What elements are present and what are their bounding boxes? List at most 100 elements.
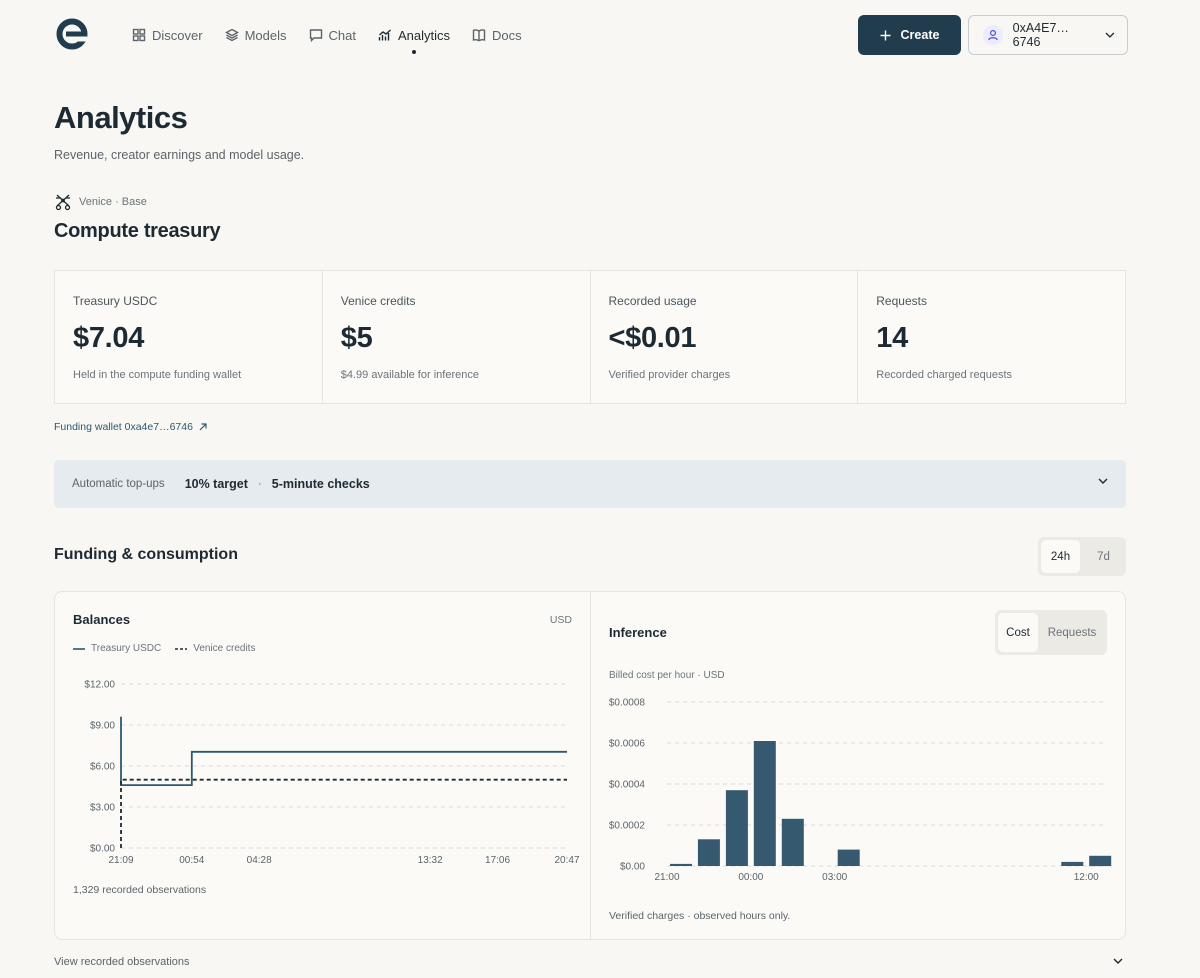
topups-checks: 5-minute checks [271,477,370,491]
create-label: Create [900,28,940,42]
inference-note: Verified charges · observed hours only. [609,910,791,922]
funding-wallet-link[interactable]: Funding wallet 0xa4e7…6746 [54,421,207,433]
y-tick-label: $3.00 [90,803,115,814]
toggle-requests[interactable]: Requests [1047,626,1097,639]
inference-subtitle: Billed cost per hour · USD [609,670,725,681]
chat-icon [309,29,322,42]
topups-separator: · [257,478,262,490]
top-bar: Discover Models Chat Analytics Docs Crea… [0,0,1200,70]
y-tick-label: $0.0004 [609,780,646,791]
stat-note: $4.99 available for inference [340,369,479,381]
y-tick-label: $0.0008 [609,698,646,709]
range-7d[interactable]: 7d [1097,550,1110,563]
stat-cards: Treasury USDC $7.04 Held in the compute … [54,270,1126,404]
wallet-button[interactable]: 0xA4E7…6746 [968,15,1128,55]
nav-label: Analytics [397,27,450,43]
nav-analytics[interactable]: Analytics [378,24,450,54]
inference-title: Inference [609,625,667,640]
nav-label: Discover [152,27,203,43]
stat-value: $7.04 [73,322,145,354]
inference-chart: $0.00 $0.0002 $0.0004 $0.0006 $0.0008 21:00 00… [609,698,1112,883]
stat-label: Requests [876,294,927,308]
range-24h[interactable]: 24h [1041,540,1080,573]
bar [697,839,720,866]
provider-label: Venice · Base [54,193,147,211]
grid-icon [132,28,146,42]
x-tick-label: 04:28 [247,855,272,864]
stat-card-usage: Recorded usage <$0.01 Verified provider … [591,271,859,403]
legend-label: Treasury USDC [91,643,162,654]
x-tick-label: 00:54 [179,855,204,864]
balances-panel: Balances USD Treasury USDC Venice credit… [55,592,590,939]
nav-label: Docs [492,27,522,43]
active-indicator [411,50,416,54]
legend-item-treasury: Treasury USDC [73,643,161,654]
time-range-toggle: 24h 7d [1038,537,1126,576]
legend-solid-swatch [73,647,85,650]
balances-note: 1,329 recorded observations [73,884,207,896]
stat-card-treasury: Treasury USDC $7.04 Held in the compute … [55,271,323,403]
view-observations-toggle[interactable]: View recorded observations [54,956,190,968]
chevron-down-icon [1098,478,1108,484]
y-tick-label: $12.00 [84,680,115,691]
stat-card-credits: Venice credits $5 $4.99 available for in… [323,271,591,403]
x-tick-label: 20:47 [554,855,579,864]
bar [725,790,748,866]
topups-label: Automatic top-ups [72,478,165,490]
provider-text: Venice · Base [79,196,147,208]
legend-item-credits: Venice credits [175,643,255,654]
legend-label: Venice credits [193,643,256,654]
topups-target: 10% target [184,477,248,491]
book-icon [472,29,486,42]
balances-chart: $0.00 $3.00 $6.00 $9.00 $12.00 21:09 00:54 04:2… [84,680,580,865]
bar [1061,861,1084,866]
metric-toggle: Cost Requests [995,610,1107,655]
inference-panel: Inference Cost Requests Billed cost per … [590,592,1125,939]
nav-docs[interactable]: Docs [472,24,522,46]
balances-title: Balances [73,612,131,627]
funding-section-title: Funding & consumption [54,546,238,563]
y-tick-label: $0.00 [90,844,115,855]
stat-value: <$0.01 [608,322,697,354]
bar [1089,855,1112,867]
y-tick-label: $0.0006 [609,739,646,750]
user-icon [988,29,998,41]
toggle-cost[interactable]: Cost [998,613,1038,652]
stat-label: Recorded usage [608,294,697,308]
plus-icon [880,30,891,40]
series-line-venice-credits [120,778,567,848]
nav-discover[interactable]: Discover [132,24,203,46]
x-tick-label: 12:00 [1074,872,1099,883]
create-button[interactable]: Create [858,15,961,55]
analytics-icon [378,29,391,41]
main-nav: Discover Models Chat Analytics Docs [132,24,522,54]
nav-chat[interactable]: Chat [309,24,356,46]
section-title: Compute treasury [54,220,221,242]
stat-label: Treasury USDC [73,294,158,308]
venice-logo-icon [55,194,71,211]
nav-models[interactable]: Models [224,24,287,46]
x-tick-label: 21:09 [108,855,133,864]
app-logo[interactable] [56,18,88,50]
bar [781,818,804,866]
nav-label: Models [244,27,287,43]
x-tick-label: 00:00 [738,872,763,883]
page-subtitle: Revenue, creator earnings and model usag… [54,148,305,162]
auto-topups-panel[interactable]: Automatic top-ups 10% target · 5-minute … [54,460,1126,508]
x-tick-label: 13:32 [418,855,443,864]
x-tick-label: 17:06 [485,855,510,864]
stat-note: Held in the compute funding wallet [73,369,242,381]
bar [753,741,776,866]
funding-wallet-text: Funding wallet 0xa4e7…6746 [54,421,193,433]
stat-note: Verified provider charges [608,369,731,381]
stat-value: 14 [876,322,908,354]
balances-unit: USD [549,614,572,626]
stat-card-requests: Requests 14 Recorded charged requests [858,271,1125,403]
page-title: Analytics [54,100,188,135]
charts-card: Balances USD Treasury USDC Venice credit… [54,591,1126,940]
y-tick-label: $0.0002 [609,821,646,832]
stat-value: $5 [340,322,373,354]
chevron-down-icon[interactable] [1113,958,1123,964]
nav-label: Chat [328,27,356,43]
y-tick-label: $0.00 [620,862,645,873]
